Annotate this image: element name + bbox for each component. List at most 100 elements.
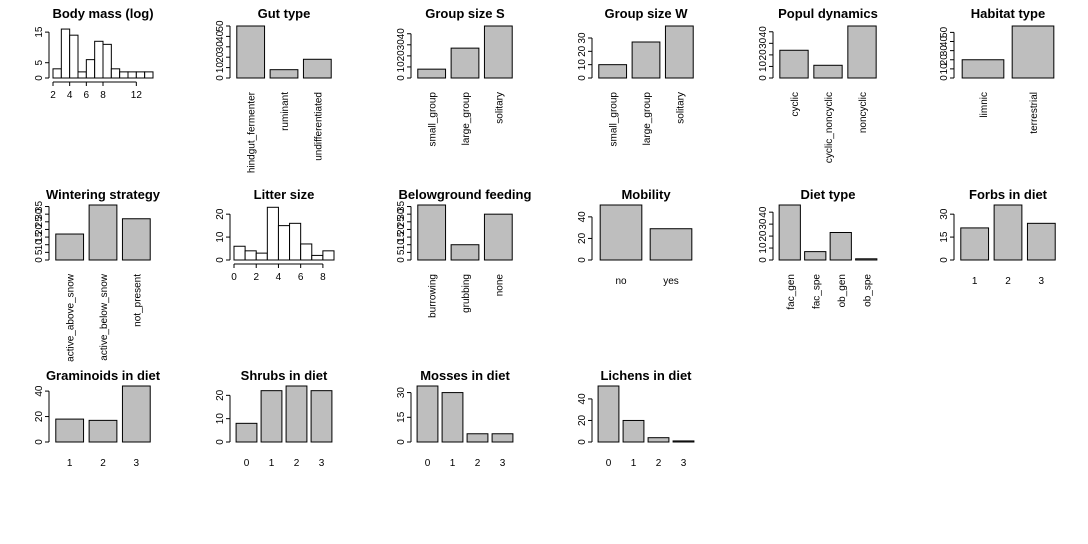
y-tick-label: 20 — [396, 50, 407, 62]
y-tick-label: 30 — [577, 32, 588, 44]
category-label: ruminant — [280, 92, 291, 131]
y-tick-label: 20 — [215, 389, 226, 401]
panel-mobility: Mobility 0 20 40 no yes — [577, 187, 693, 287]
bar-not-present — [121, 218, 151, 261]
bar-none — [483, 213, 513, 261]
bar-1 — [55, 418, 85, 443]
y-tick-label: 30 — [396, 387, 407, 399]
y-tick-label: 5 — [34, 249, 45, 255]
category-label: active_above_snow — [66, 273, 77, 362]
x-tick-label: 6 — [84, 90, 90, 101]
histogram-bar — [69, 34, 79, 79]
panel-title: Shrubs in diet — [241, 368, 328, 383]
panel-shrubs-in-diet: Shrubs in diet 0 10 20 0 1 2 3 — [215, 368, 333, 469]
y-tick-label: 30 — [939, 45, 950, 57]
histogram-bar — [110, 68, 121, 79]
y-tick-label: 50 — [215, 20, 226, 32]
panel-forbs-in-diet: Forbs in diet 0 15 30 1 2 3 — [939, 187, 1056, 287]
panel-lichens-in-diet: Lichens in diet 0 20 40 0 1 2 3 — [577, 368, 695, 469]
y-tick-label: 10 — [758, 60, 769, 72]
bar-grubbing — [450, 244, 480, 261]
histogram-bar — [277, 225, 291, 261]
y-tick-label: 20 — [34, 411, 45, 423]
y-tick-label: 30 — [758, 37, 769, 49]
y-tick-label: 15 — [34, 26, 45, 38]
bar-active-above-snow — [55, 233, 85, 261]
y-tick-label: 40 — [215, 30, 226, 42]
x-tick-label: 0 — [231, 272, 237, 283]
y-tick-label: 15 — [939, 231, 950, 243]
y-tick-label: 20 — [396, 223, 407, 235]
y-tick-label: 0 — [34, 257, 45, 263]
bar-2 — [647, 437, 670, 443]
category-label: 0 — [244, 458, 250, 469]
bar-1 — [441, 392, 464, 443]
category-label: 0 — [606, 458, 612, 469]
bar-1 — [622, 419, 645, 443]
y-tick-label: 20 — [215, 208, 226, 220]
category-label: limnic — [979, 92, 990, 118]
histogram-bar — [60, 28, 71, 79]
y-tick-label: 40 — [758, 206, 769, 218]
y-tick-label: 20 — [34, 223, 45, 235]
category-label: 2 — [294, 458, 300, 469]
y-tick-label: 0 — [396, 439, 407, 445]
y-tick-label: 20 — [577, 45, 588, 57]
histogram-bar — [266, 206, 279, 261]
category-label: ob_gen — [837, 274, 848, 307]
category-label: hindgut_fermenter — [247, 91, 258, 173]
bar-1 — [260, 390, 283, 443]
y-tick-label: 15 — [396, 231, 407, 243]
bar-burrowing — [417, 204, 447, 261]
panel-title: Habitat type — [971, 6, 1045, 21]
category-label: 0 — [425, 458, 431, 469]
panel-title: Group size W — [604, 6, 688, 21]
histogram-bar — [52, 68, 62, 79]
category-label: 3 — [134, 458, 140, 469]
y-tick-label: 10 — [396, 239, 407, 251]
category-label: 1 — [450, 458, 456, 469]
y-tick-label: 35 — [396, 201, 407, 213]
y-tick-label: 15 — [34, 231, 45, 243]
histogram-bar — [119, 71, 129, 79]
y-tick-label: 5 — [34, 59, 45, 65]
bar-2 — [466, 433, 489, 443]
bar-3 — [1026, 222, 1056, 261]
panel-title: Mobility — [621, 187, 671, 202]
y-tick-label: 0 — [215, 257, 226, 263]
y-tick-label: 20 — [577, 414, 588, 426]
x-tick-label: 4 — [67, 90, 73, 101]
bar-0 — [235, 422, 258, 443]
histogram-bar — [233, 245, 246, 261]
histogram-bar — [135, 71, 146, 79]
category-label: cyclic — [790, 92, 801, 116]
bar-3 — [672, 440, 695, 443]
bar-noncyclic — [847, 25, 877, 79]
y-tick-label: 10 — [939, 63, 950, 75]
y-tick-label: 0 — [215, 439, 226, 445]
bar-fac-gen — [778, 204, 801, 261]
histogram-bar — [144, 71, 154, 79]
bar-ob-gen — [829, 232, 852, 261]
category-label: small_group — [428, 92, 439, 147]
y-tick-label: 0 — [577, 75, 588, 81]
category-label: large_group — [642, 92, 653, 146]
y-tick-label: 40 — [396, 28, 407, 40]
category-label: 2 — [100, 458, 106, 469]
y-tick-label: 0 — [396, 257, 407, 263]
category-label: terrestrial — [1029, 92, 1040, 134]
panel-title: Graminoids in diet — [46, 368, 161, 383]
x-tick-label: 4 — [276, 272, 282, 283]
bar-2 — [285, 385, 308, 443]
y-tick-label: 0 — [577, 257, 588, 263]
y-tick-label: 0 — [758, 75, 769, 81]
y-tick-label: 40 — [577, 211, 588, 223]
bar-terrestrial — [1011, 25, 1055, 79]
category-label: fac_gen — [786, 274, 797, 310]
bar-small-group — [417, 68, 447, 79]
histogram-bar — [85, 59, 96, 79]
bar-limnic — [961, 59, 1005, 79]
x-tick-label: 8 — [100, 90, 106, 101]
category-label: 3 — [319, 458, 325, 469]
